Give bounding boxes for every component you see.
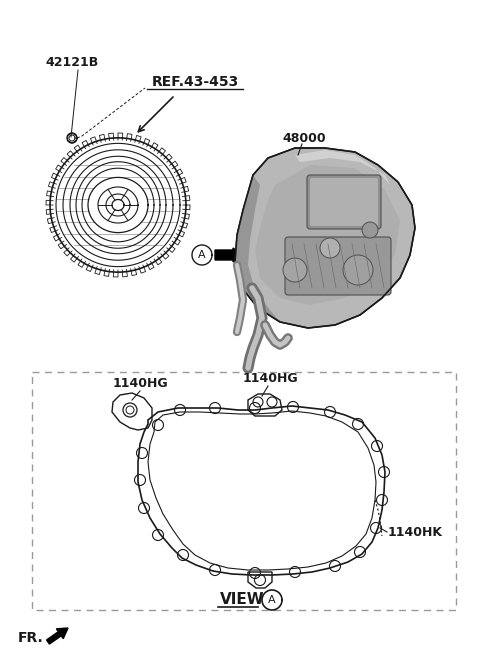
FancyBboxPatch shape [285,237,391,295]
Circle shape [343,255,373,285]
Circle shape [362,222,378,238]
Text: REF.43-453: REF.43-453 [151,75,239,89]
Polygon shape [295,150,390,185]
Text: 1140HG: 1140HG [242,372,298,385]
FancyBboxPatch shape [307,175,381,229]
Text: 48000: 48000 [282,131,325,145]
Circle shape [283,258,307,282]
Circle shape [320,238,340,258]
Polygon shape [255,165,400,305]
Text: 42121B: 42121B [45,55,98,68]
Text: VIEW: VIEW [220,593,264,608]
FancyArrow shape [215,248,243,262]
Text: 1140HK: 1140HK [388,526,443,539]
Bar [32,372,456,610]
Polygon shape [235,148,415,328]
FancyArrow shape [47,628,68,644]
Text: A: A [268,595,276,605]
Polygon shape [235,175,280,322]
FancyBboxPatch shape [310,178,378,226]
Text: A: A [198,250,206,260]
Text: FR.: FR. [18,631,44,645]
Text: 1140HG: 1140HG [112,377,168,390]
